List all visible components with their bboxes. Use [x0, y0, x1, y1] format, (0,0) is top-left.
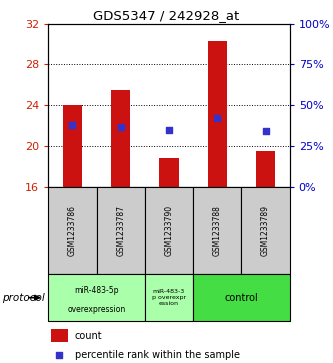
Text: miR-483-5p: miR-483-5p [74, 286, 119, 295]
Text: percentile rank within the sample: percentile rank within the sample [75, 350, 240, 360]
Bar [256, 151, 275, 187]
Text: GSM1233789: GSM1233789 [261, 205, 270, 256]
Point [70, 122, 75, 128]
Text: miR-483-3
p overexpr
ession: miR-483-3 p overexpr ession [152, 289, 186, 306]
Bar [145, 274, 193, 321]
Text: GSM1233787: GSM1233787 [116, 205, 125, 256]
Bar [208, 41, 227, 187]
Text: overexpression: overexpression [68, 305, 126, 314]
Bar [241, 187, 290, 274]
Text: GSM1233786: GSM1233786 [68, 205, 77, 256]
Bar [159, 158, 178, 187]
Bar [145, 187, 193, 274]
Point [263, 129, 268, 134]
Text: protocol: protocol [2, 293, 44, 303]
Bar [111, 90, 130, 187]
Bar [51, 329, 68, 342]
Point [214, 115, 220, 121]
Bar [193, 274, 290, 321]
Point [118, 123, 123, 129]
Bar [97, 187, 145, 274]
Bar [48, 274, 145, 321]
Point [166, 127, 172, 132]
Text: count: count [75, 331, 103, 340]
Bar [193, 187, 241, 274]
Text: control: control [224, 293, 258, 303]
Bar [63, 105, 82, 187]
Text: GSM1233790: GSM1233790 [165, 205, 173, 256]
Text: GSM1233788: GSM1233788 [213, 205, 222, 256]
Text: GDS5347 / 242928_at: GDS5347 / 242928_at [93, 9, 240, 22]
Bar [48, 187, 97, 274]
Point [57, 352, 62, 358]
